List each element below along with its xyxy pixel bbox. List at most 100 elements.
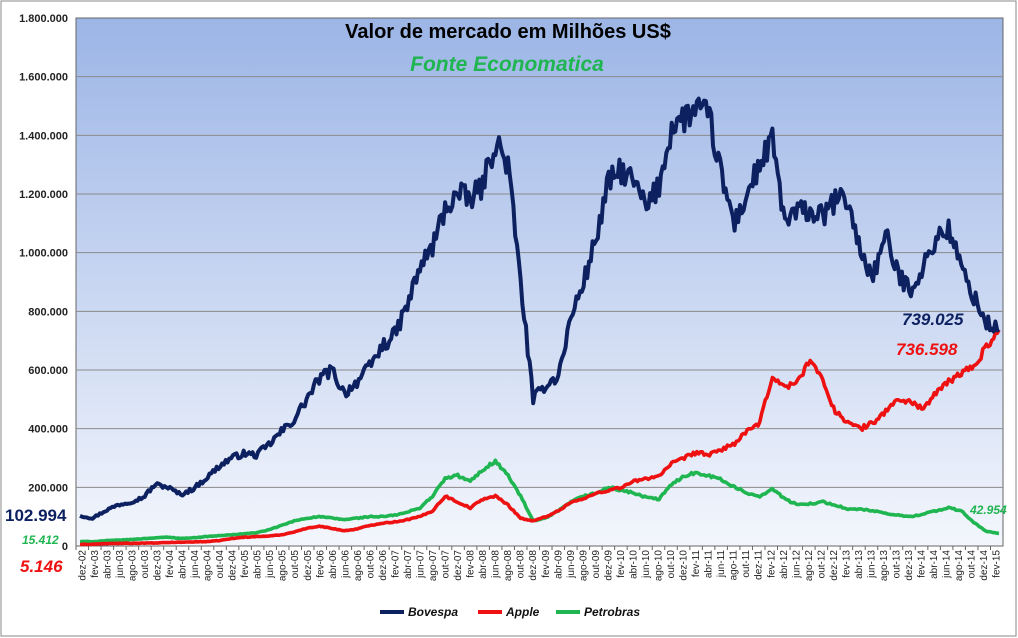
x-tick-label: jun-05 bbox=[265, 550, 276, 579]
y-tick-label: 800.000 bbox=[28, 306, 68, 318]
x-tick-label: fev-09 bbox=[541, 550, 552, 578]
x-tick-label: jun-04 bbox=[190, 550, 201, 579]
x-tick-label: dez-13 bbox=[904, 550, 915, 581]
bovespa-end-label: 739.025 bbox=[902, 310, 964, 329]
x-tick-label: abr-06 bbox=[328, 550, 339, 579]
x-tick-label: ago-08 bbox=[503, 550, 514, 582]
x-tick-label: dez-07 bbox=[453, 550, 464, 581]
x-tick-label: ago-03 bbox=[127, 550, 138, 582]
x-tick-label: jun-06 bbox=[340, 550, 351, 579]
x-axis-ticks: dez-02 fev-03 abr-03 jun-03 ago-03 out-03 dez-… bbox=[75, 546, 1003, 582]
x-tick-label: jun-03 bbox=[115, 550, 126, 579]
x-tick-label: ago-14 bbox=[954, 550, 965, 582]
x-tick-label: dez-05 bbox=[303, 550, 314, 581]
x-tick-label: out-07 bbox=[441, 550, 452, 579]
x-tick-label: jun-09 bbox=[566, 550, 577, 579]
x-tick-label: ago-05 bbox=[278, 550, 289, 582]
x-tick-label: fev-15 bbox=[992, 550, 1003, 578]
x-tick-label: out-13 bbox=[892, 550, 903, 579]
x-tick-label: jun-08 bbox=[491, 550, 502, 579]
x-tick-label: fev-11 bbox=[691, 550, 702, 577]
x-tick-label: dez-14 bbox=[979, 550, 990, 581]
x-tick-label: jun-10 bbox=[641, 550, 652, 579]
x-tick-label: abr-08 bbox=[478, 550, 489, 579]
x-tick-label: fev-06 bbox=[315, 550, 326, 578]
x-tick-label: out-05 bbox=[290, 550, 301, 579]
legend: Bovespa Apple Petrobras bbox=[380, 605, 640, 619]
apple-end-label: 736.598 bbox=[896, 340, 958, 359]
x-tick-label: dez-04 bbox=[228, 550, 239, 581]
x-tick-label: out-04 bbox=[215, 550, 226, 579]
x-tick-label: fev-14 bbox=[917, 550, 928, 578]
x-tick-label: abr-12 bbox=[779, 550, 790, 579]
x-tick-label: jun-11 bbox=[716, 550, 727, 578]
bovespa-start-label: 102.994 bbox=[5, 506, 67, 525]
series-lines bbox=[79, 96, 1001, 547]
x-tick-label: jun-14 bbox=[942, 550, 953, 579]
y-tick-label: 0 bbox=[62, 541, 68, 553]
y-tick-label: 600.000 bbox=[28, 365, 68, 377]
x-tick-label: abr-04 bbox=[177, 550, 188, 579]
x-tick-label: out-14 bbox=[967, 550, 978, 579]
x-tick-label: abr-09 bbox=[553, 550, 564, 579]
y-axis-ticks: 0 200.000 400.000 600.000 800.000 1.000.000 1.… bbox=[19, 13, 68, 553]
x-tick-label: abr-03 bbox=[102, 550, 113, 579]
x-tick-label: ago-07 bbox=[428, 550, 439, 582]
x-tick-label: ago-04 bbox=[203, 550, 214, 582]
y-tick-label: 1.600.000 bbox=[19, 72, 68, 84]
x-tick-label: ago-10 bbox=[654, 550, 665, 582]
gridlines bbox=[76, 76, 1003, 488]
x-tick-label: abr-10 bbox=[628, 550, 639, 579]
x-tick-label: fev-05 bbox=[240, 550, 251, 578]
x-tick-label: abr-07 bbox=[403, 550, 414, 579]
y-tick-label: 1.800.000 bbox=[19, 13, 68, 25]
x-tick-label: dez-06 bbox=[378, 550, 389, 581]
x-tick-label: out-11 bbox=[741, 550, 752, 578]
legend-label-apple: Apple bbox=[505, 605, 540, 619]
x-tick-label: fev-07 bbox=[390, 550, 401, 578]
x-tick-label: ago-06 bbox=[353, 550, 364, 582]
y-tick-label: 400.000 bbox=[28, 424, 68, 436]
x-tick-label: out-09 bbox=[591, 550, 602, 579]
x-tick-label: fev-13 bbox=[841, 550, 852, 578]
apple-start-label: 5.146 bbox=[20, 557, 63, 576]
x-tick-label: fev-03 bbox=[90, 550, 101, 578]
x-tick-label: abr-11 bbox=[704, 550, 715, 579]
x-tick-label: ago-11 bbox=[729, 550, 740, 581]
x-tick-label: out-06 bbox=[365, 550, 376, 579]
x-tick-label: dez-10 bbox=[679, 550, 690, 581]
x-tick-label: out-12 bbox=[816, 550, 827, 579]
x-tick-label: ago-13 bbox=[879, 550, 890, 582]
x-tick-label: fev-08 bbox=[466, 550, 477, 578]
x-tick-label: ago-09 bbox=[578, 550, 589, 582]
series-line-bovespa bbox=[79, 96, 1000, 521]
x-tick-label: dez-12 bbox=[829, 550, 840, 581]
x-tick-label: out-03 bbox=[140, 550, 151, 579]
series-line-apple bbox=[80, 329, 1001, 547]
x-tick-label: dez-03 bbox=[152, 550, 163, 581]
x-tick-label: dez-02 bbox=[77, 550, 88, 581]
x-tick-label: jun-07 bbox=[415, 550, 426, 579]
x-tick-label: fev-12 bbox=[766, 550, 777, 578]
petrobras-end-label: 42.954 bbox=[969, 503, 1007, 517]
chart-title: Valor de mercado em Milhões US$ bbox=[345, 21, 671, 43]
legend-label-bovespa: Bovespa bbox=[408, 605, 458, 619]
y-tick-label: 1.200.000 bbox=[19, 189, 68, 201]
x-tick-label: out-08 bbox=[516, 550, 527, 579]
y-tick-label: 1.000.000 bbox=[19, 248, 68, 260]
x-tick-label: jun-13 bbox=[866, 550, 877, 579]
chart-subtitle: Fonte Economatica bbox=[410, 53, 604, 76]
x-tick-label: dez-09 bbox=[603, 550, 614, 581]
x-tick-label: out-10 bbox=[666, 550, 677, 579]
x-tick-label: fev-04 bbox=[165, 550, 176, 578]
x-tick-label: fev-10 bbox=[616, 550, 627, 578]
legend-label-petrobras: Petrobras bbox=[584, 605, 640, 619]
x-tick-label: abr-13 bbox=[854, 550, 865, 579]
y-tick-label: 200.000 bbox=[28, 482, 68, 494]
x-tick-label: dez-11 bbox=[754, 550, 765, 580]
x-tick-label: abr-05 bbox=[253, 550, 264, 579]
y-tick-label: 1.400.000 bbox=[19, 130, 68, 142]
petrobras-start-label: 15.412 bbox=[22, 533, 59, 547]
